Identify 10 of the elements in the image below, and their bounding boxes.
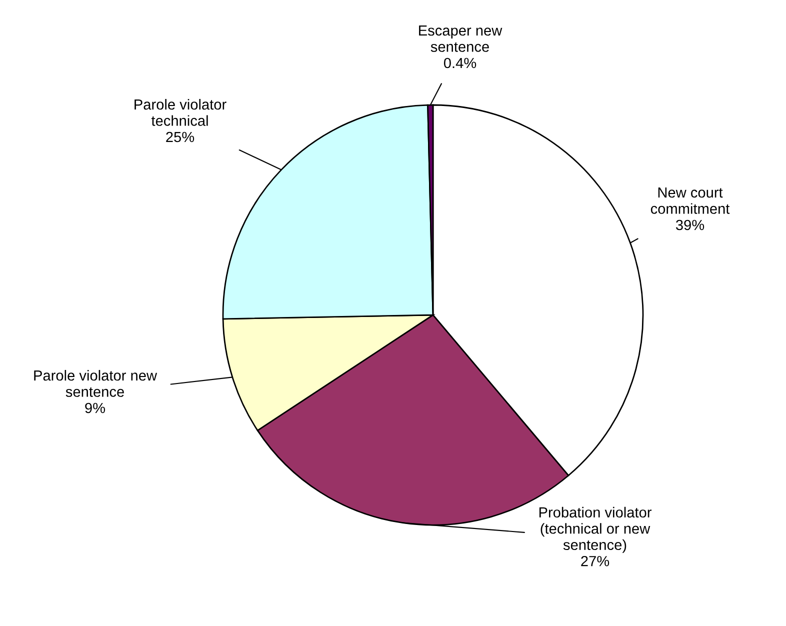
data-label: 9%: [85, 402, 106, 414]
data-label: 39%: [676, 220, 704, 230]
data-label: 0.4%: [444, 58, 476, 68]
slice-label: Parole violator new sentence: [34, 370, 158, 397]
data-label: 25%: [166, 132, 194, 142]
slice-label: Escaper new sentence: [419, 26, 502, 52]
slice-label: Probation violator (technical or new sentence): [539, 506, 652, 553]
slice-label: New court commitment: [650, 188, 730, 214]
slice-label: Parole violator technical: [134, 98, 226, 126]
data-label: 27%: [581, 556, 610, 566]
